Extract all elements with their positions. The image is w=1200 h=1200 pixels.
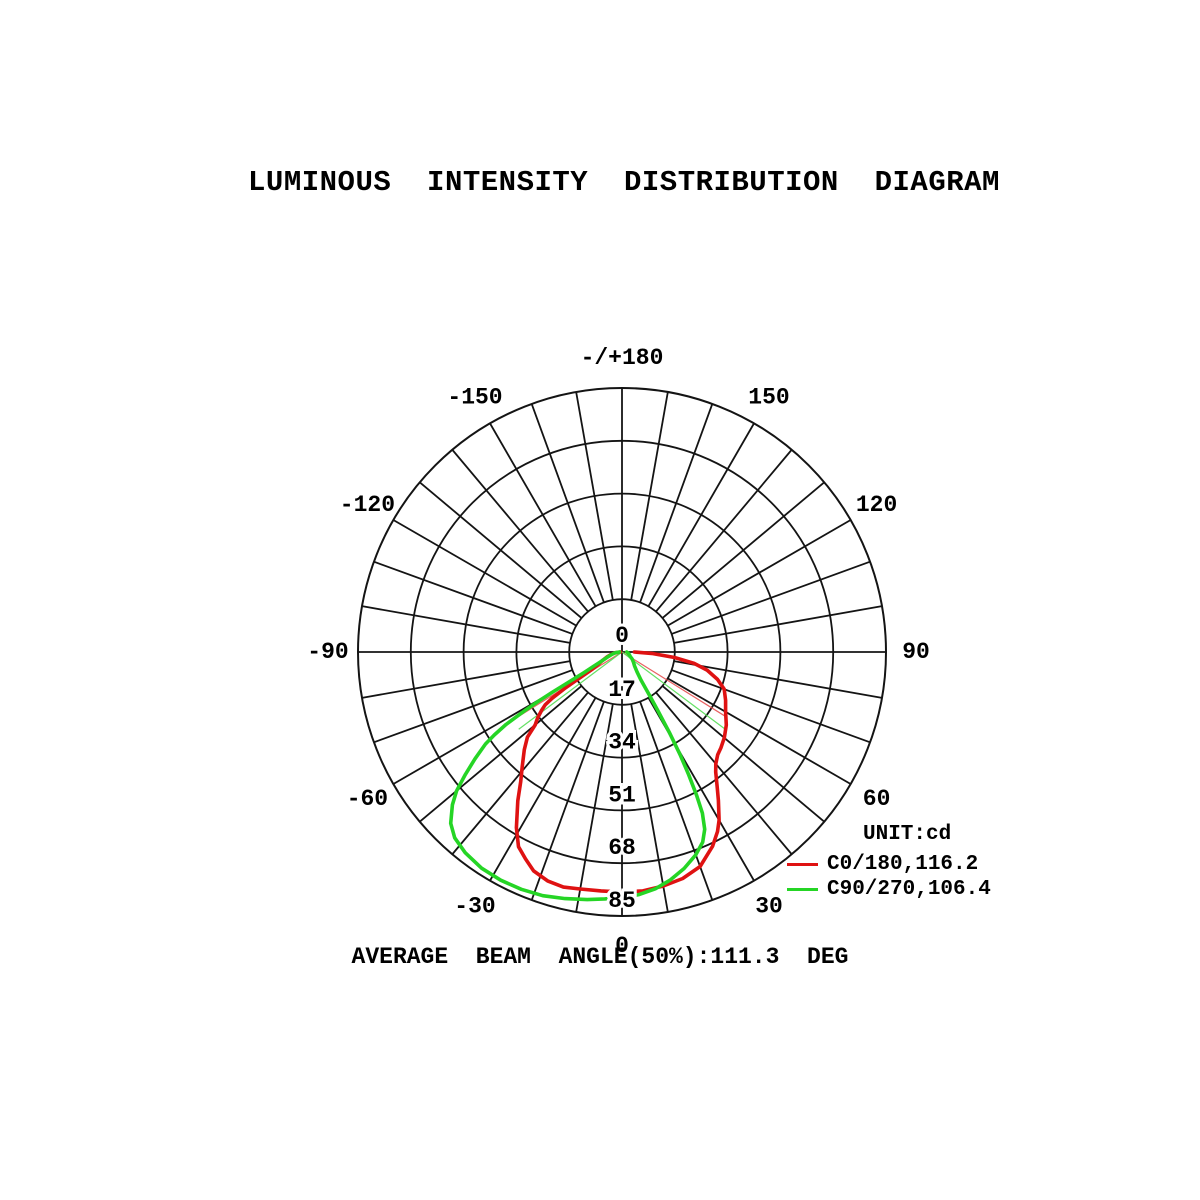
polar-spoke: [639, 701, 714, 901]
angle-label--30: -30: [454, 894, 495, 920]
polar-spoke: [639, 403, 714, 603]
polar-spoke: [392, 519, 577, 627]
angle-label-120: 120: [856, 492, 897, 518]
radial-label-0: 0: [615, 623, 629, 649]
angle-label-0: 0: [615, 933, 629, 959]
polar-spoke: [489, 422, 597, 607]
polar-spoke: [630, 391, 669, 601]
curve-c90-270: [448, 650, 707, 902]
polar-spoke: [575, 703, 614, 913]
polar-spoke: [673, 660, 883, 699]
polar-spoke: [419, 481, 583, 619]
angle-label--120: -120: [340, 492, 395, 518]
polar-spoke: [647, 422, 755, 607]
angle-label-30: 30: [755, 894, 783, 920]
polar-spoke: [373, 560, 573, 635]
polar-spoke: [671, 669, 871, 744]
beam-ray-c90-right: [621, 651, 726, 730]
green-series-swatch-icon: [787, 888, 818, 891]
angle-label--150: -150: [447, 384, 502, 410]
radial-label-85: 85: [608, 888, 636, 914]
polar-spoke: [361, 605, 571, 644]
polar-spoke: [667, 519, 852, 627]
polar-spoke: [671, 560, 871, 635]
legend-row-c0: C0/180,116.2: [787, 852, 1017, 877]
beam-angle-caption: AVERAGE BEAM ANGLE(50%):111.3 DEG: [351, 944, 849, 970]
polar-spoke: [661, 685, 825, 823]
radial-label-17: 17: [608, 677, 636, 703]
beam-ray-c90-left: [518, 651, 623, 730]
legend: UNIT:cd C0/180,116.2 C90/270,106.4: [787, 823, 1017, 902]
polar-spoke: [530, 403, 605, 603]
angle-label--90: -90: [307, 639, 348, 665]
polar-spoke: [630, 703, 669, 913]
polar-spoke: [667, 677, 852, 785]
polar-spoke: [655, 691, 793, 855]
polar-spoke: [661, 481, 825, 619]
angle-label--60: -60: [347, 786, 388, 812]
polar-spoke: [575, 391, 614, 601]
radial-label-34: 34: [608, 730, 636, 756]
red-series-label: C0/180,116.2: [827, 853, 979, 876]
polar-spoke: [451, 449, 589, 613]
angle-label-150: 150: [748, 384, 789, 410]
polar-spoke: [361, 660, 571, 699]
curve-c0-180: [514, 650, 729, 894]
red-series-swatch-icon: [787, 863, 818, 866]
legend-row-c90: C90/270,106.4: [787, 877, 1017, 902]
polar-spoke: [655, 449, 793, 613]
legend-unit-label: UNIT:cd: [863, 823, 952, 846]
beam-ray-c0-right: [621, 651, 726, 717]
polar-spoke: [489, 697, 597, 882]
polar-spoke: [419, 685, 583, 823]
polar-spoke: [373, 669, 573, 744]
radial-label-51: 51: [608, 782, 636, 808]
polar-spoke: [673, 605, 883, 644]
green-series-label: C90/270,106.4: [827, 878, 991, 901]
angle-label-180: -/+180: [581, 345, 664, 371]
polar-spoke: [530, 701, 605, 901]
angle-label-90: 90: [902, 639, 930, 665]
radial-label-68: 68: [608, 835, 636, 861]
page-title: LUMINOUS INTENSITY DISTRIBUTION DIAGRAM: [248, 166, 1000, 199]
angle-label-60: 60: [863, 786, 891, 812]
